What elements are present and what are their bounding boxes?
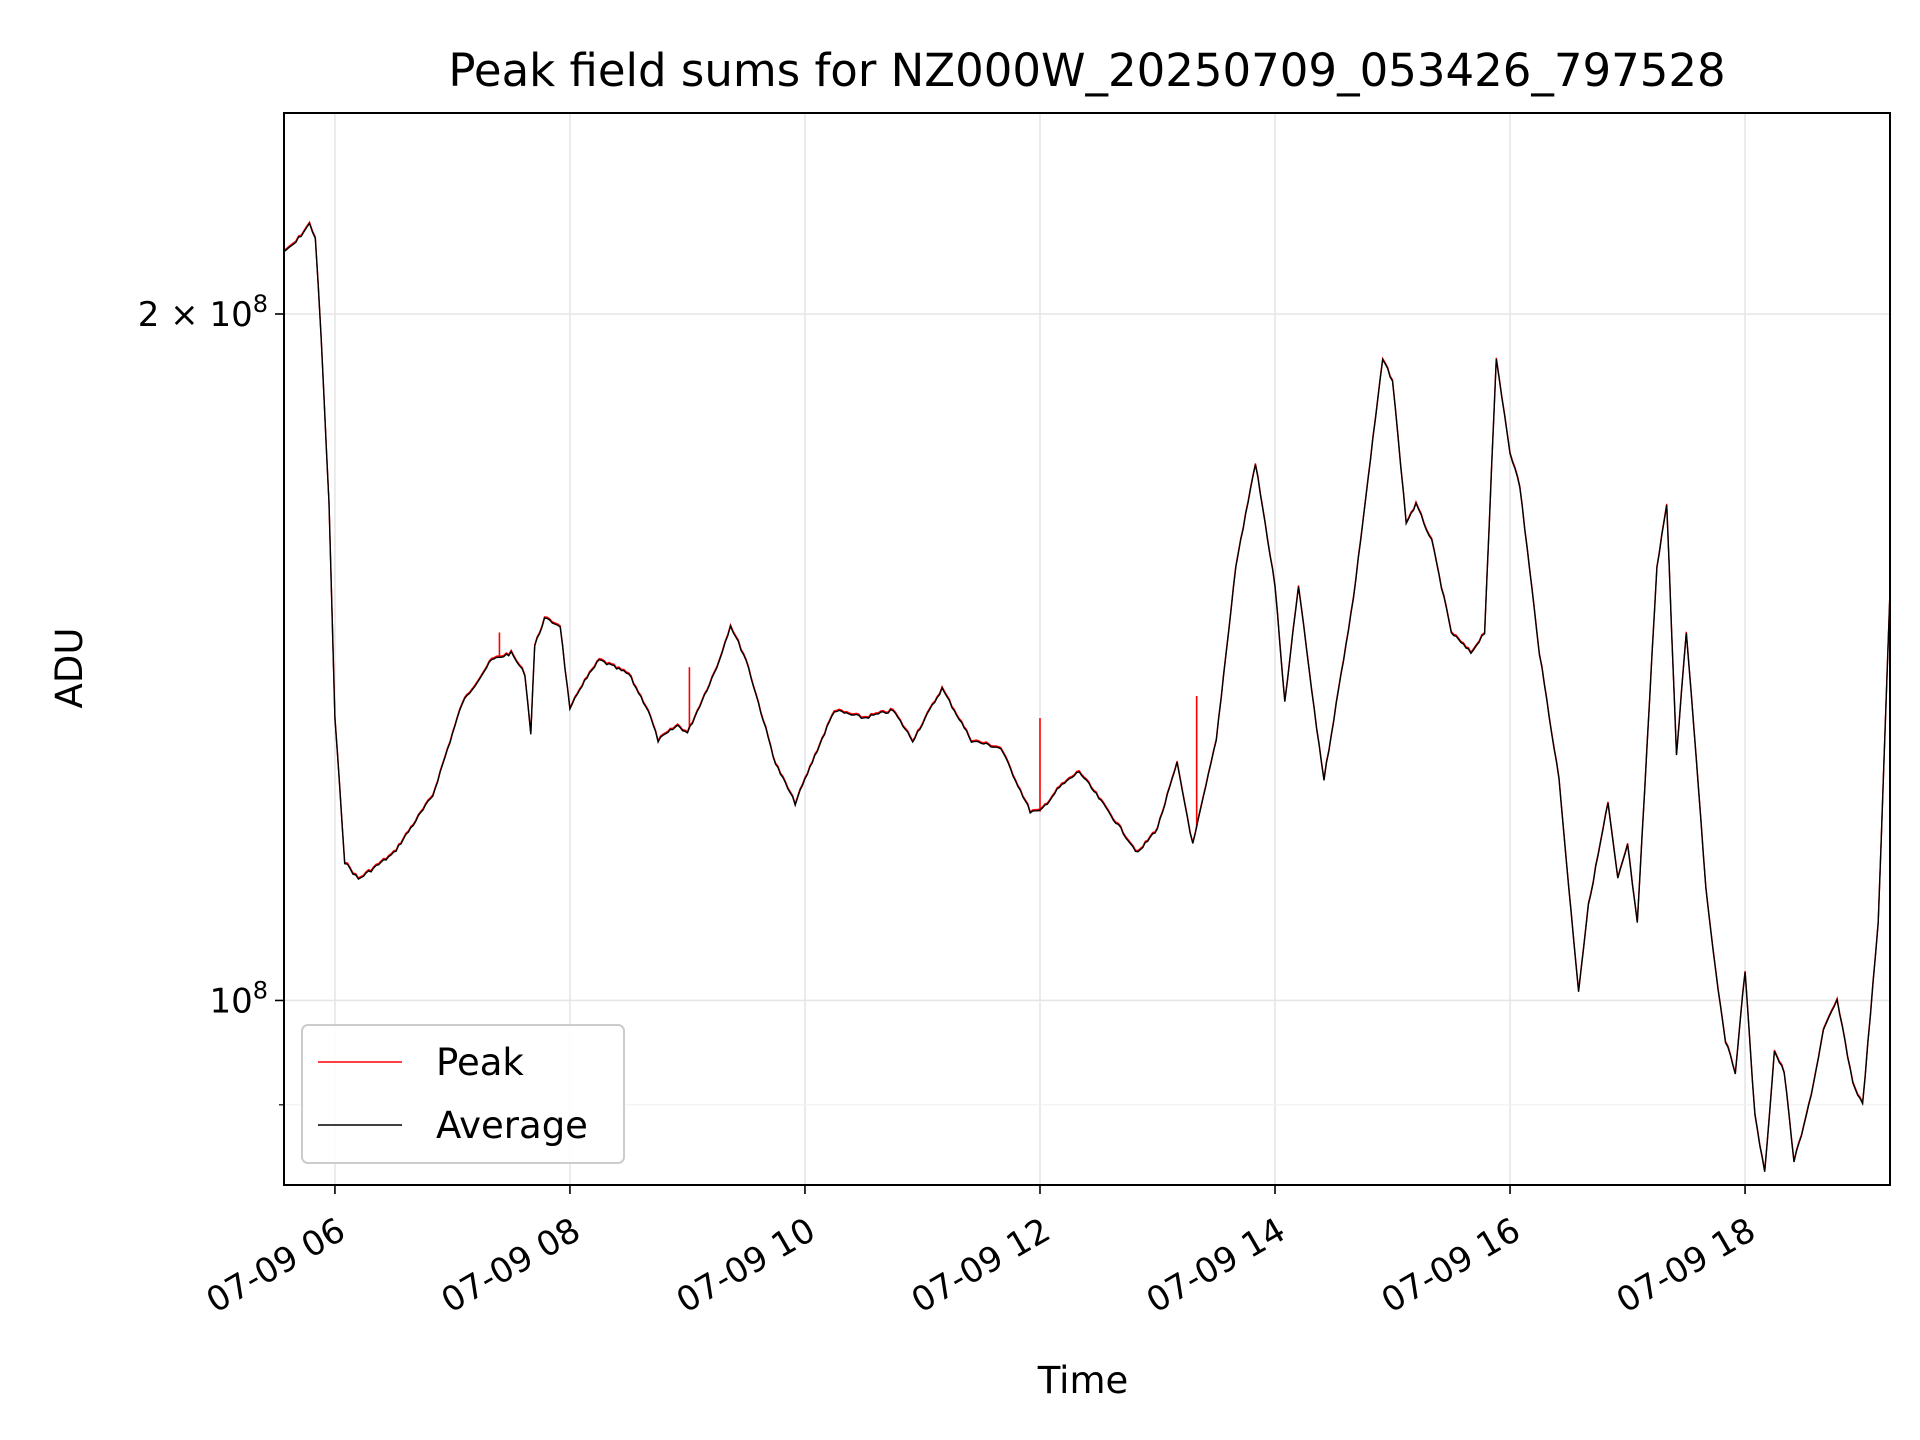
x-axis-label: Time xyxy=(1037,1359,1129,1402)
series-group xyxy=(284,220,1890,1172)
legend-box xyxy=(301,1024,625,1164)
gridlines xyxy=(284,113,1890,1185)
legend-label-average: Average xyxy=(436,1104,588,1147)
legend-label-peak: Peak xyxy=(436,1041,524,1084)
legend: Peak Average xyxy=(301,1024,625,1164)
plot-frame xyxy=(283,112,1891,1186)
y-tick-label: 2 × 108 xyxy=(138,290,268,335)
chart-title: Peak field sums for NZ000W_20250709_0534… xyxy=(448,44,1725,97)
series-line-average xyxy=(284,221,1890,1172)
y-axis-label: ADU xyxy=(48,628,91,709)
y-tick-label: 108 xyxy=(209,976,268,1021)
